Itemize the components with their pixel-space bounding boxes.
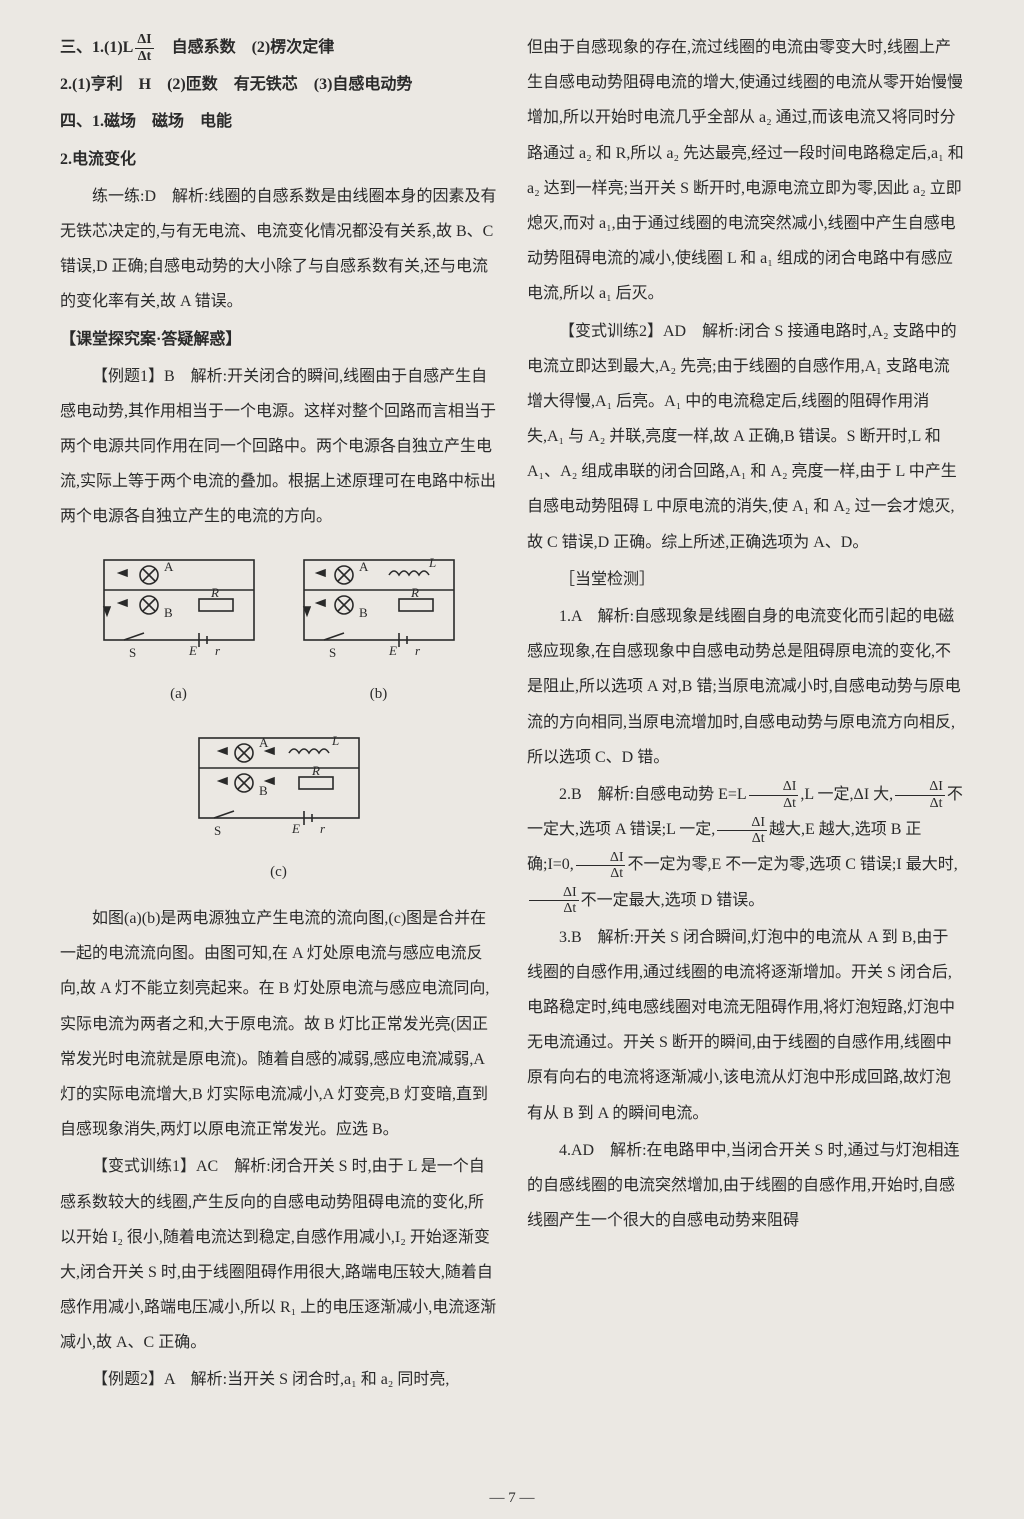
svg-text:R: R (210, 585, 219, 600)
svg-text:r: r (320, 821, 326, 836)
frac-den: Δt (749, 796, 799, 811)
svg-text:r: r (415, 643, 421, 658)
svg-text:A: A (259, 735, 269, 750)
text: 不一定为零,E 不一定为零,选项 C 错误;I 最大时, (627, 856, 957, 873)
svg-text:L: L (331, 733, 339, 748)
item-3-1: 三、1.(1)LΔIΔt 自感系数 (2)楞次定律 (60, 30, 497, 65)
circuit-b: A L B R E r S (289, 545, 469, 665)
circuit-c: A L B R E r S (184, 723, 374, 843)
frac-den: Δt (717, 831, 767, 846)
circuit-row-2: A L B R E r S (c) (60, 723, 497, 897)
cont-example-2: 但由于自感现象的存在,流过线圈的电流由零变大时,线圈上产生自感电动势阻碍电流的增… (527, 30, 964, 312)
fraction: ΔIΔt (749, 779, 799, 811)
frac-num: ΔI (717, 815, 767, 831)
frac-num: ΔI (576, 850, 626, 866)
frac-num: ΔI (895, 779, 945, 795)
para-after-fig: 如图(a)(b)是两电源独立产生电流的流向图,(c)图是合并在一起的电流流向图。… (60, 901, 497, 1147)
caption-b: (b) (289, 678, 469, 711)
q1: 1.A 解析:自感现象是线圈自身的电流变化而引起的电磁感应现象,在自感现象中自感… (527, 599, 964, 775)
example-1: 【例题1】B 解析:开关闭合的瞬间,线圈由于自感产生自感电动势,其作用相当于一个… (60, 359, 497, 535)
svg-text:B: B (259, 783, 268, 798)
frac-num: ΔI (529, 885, 579, 901)
item-4-1: 四、1.磁场 磁场 电能 (60, 104, 497, 139)
variant-2: 【变式训练2】AD 解析:闭合 S 接通电路时,A₂ 支路中的电流立即达到最大,… (527, 314, 964, 560)
circuit-a-wrap: A B R E r S (a) (89, 545, 269, 719)
fraction: ΔIΔt (529, 885, 579, 917)
svg-text:A: A (164, 559, 174, 574)
svg-text:E: E (291, 821, 300, 836)
text: 不一定最大,选项 D 错误。 (581, 892, 765, 909)
frac-den: Δt (529, 901, 579, 916)
svg-text:R: R (311, 763, 320, 778)
frac-num: ΔI (749, 779, 799, 795)
caption-c: (c) (184, 856, 374, 889)
svg-text:S: S (214, 823, 221, 838)
caption-a: (a) (89, 678, 269, 711)
variant-1: 【变式训练1】AC 解析:闭合开关 S 时,由于 L 是一个自感系数较大的线圈,… (60, 1149, 497, 1360)
left-column: 三、1.(1)LΔIΔt 自感系数 (2)楞次定律 2.(1)亨利 H (2)匝… (60, 30, 497, 1470)
practice-d: 练一练:D 解析:线圈的自感系数是由线圈本身的因素及有无铁芯决定的,与有无电流、… (60, 179, 497, 320)
section-quiz: ［当堂检测］ (527, 562, 964, 597)
fraction: ΔIΔt (576, 850, 626, 882)
item-3-2: 2.(1)亨利 H (2)匝数 有无铁芯 (3)自感电动势 (60, 67, 497, 102)
svg-text:S: S (329, 645, 336, 660)
right-column: 但由于自感现象的存在,流过线圈的电流由零变大时,线圈上产生自感电动势阻碍电流的增… (527, 30, 964, 1470)
text: 自感系数 (2)楞次定律 (156, 39, 335, 56)
frac-num: ΔI (135, 32, 153, 48)
svg-text:E: E (388, 643, 397, 658)
circuit-a: A B R E r S (89, 545, 269, 665)
example-2-start: 【例题2】A 解析:当开关 S 闭合时,a₁ 和 a₂ 同时亮, (60, 1362, 497, 1397)
frac-den: Δt (135, 49, 153, 64)
svg-text:E: E (188, 643, 197, 658)
svg-text:r: r (215, 643, 221, 658)
fraction: ΔIΔt (717, 815, 767, 847)
text: ,L 一定,ΔI 大, (800, 786, 893, 803)
q4: 4.AD 解析:在电路甲中,当闭合开关 S 时,通过与灯泡相连的自感线圈的电流突… (527, 1133, 964, 1239)
section-classroom: 【课堂探究案·答疑解惑】 (60, 322, 497, 357)
svg-text:A: A (359, 559, 369, 574)
svg-text:B: B (359, 605, 368, 620)
fraction: ΔIΔt (135, 32, 153, 64)
text: 2.B 解析:自感电动势 E=L (559, 786, 747, 803)
q2: 2.B 解析:自感电动势 E=LΔIΔt,L 一定,ΔI 大,ΔIΔt不一定大,… (527, 777, 964, 918)
circuit-c-wrap: A L B R E r S (c) (184, 723, 374, 897)
frac-den: Δt (895, 796, 945, 811)
text: 三、1.(1)L (60, 39, 133, 56)
item-4-2: 2.电流变化 (60, 142, 497, 177)
fraction: ΔIΔt (895, 779, 945, 811)
svg-text:L: L (428, 555, 436, 570)
q3: 3.B 解析:开关 S 闭合瞬间,灯泡中的电流从 A 到 B,由于线圈的自感作用… (527, 920, 964, 1131)
page-columns: 三、1.(1)LΔIΔt 自感系数 (2)楞次定律 2.(1)亨利 H (2)匝… (60, 30, 964, 1470)
svg-text:R: R (410, 585, 419, 600)
svg-text:S: S (129, 645, 136, 660)
frac-den: Δt (576, 866, 626, 881)
page-number: — 7 — (0, 1490, 1024, 1507)
circuit-b-wrap: A L B R E r S (b) (289, 545, 469, 719)
circuit-row-1: A B R E r S (a) (60, 545, 497, 719)
svg-text:B: B (164, 605, 173, 620)
